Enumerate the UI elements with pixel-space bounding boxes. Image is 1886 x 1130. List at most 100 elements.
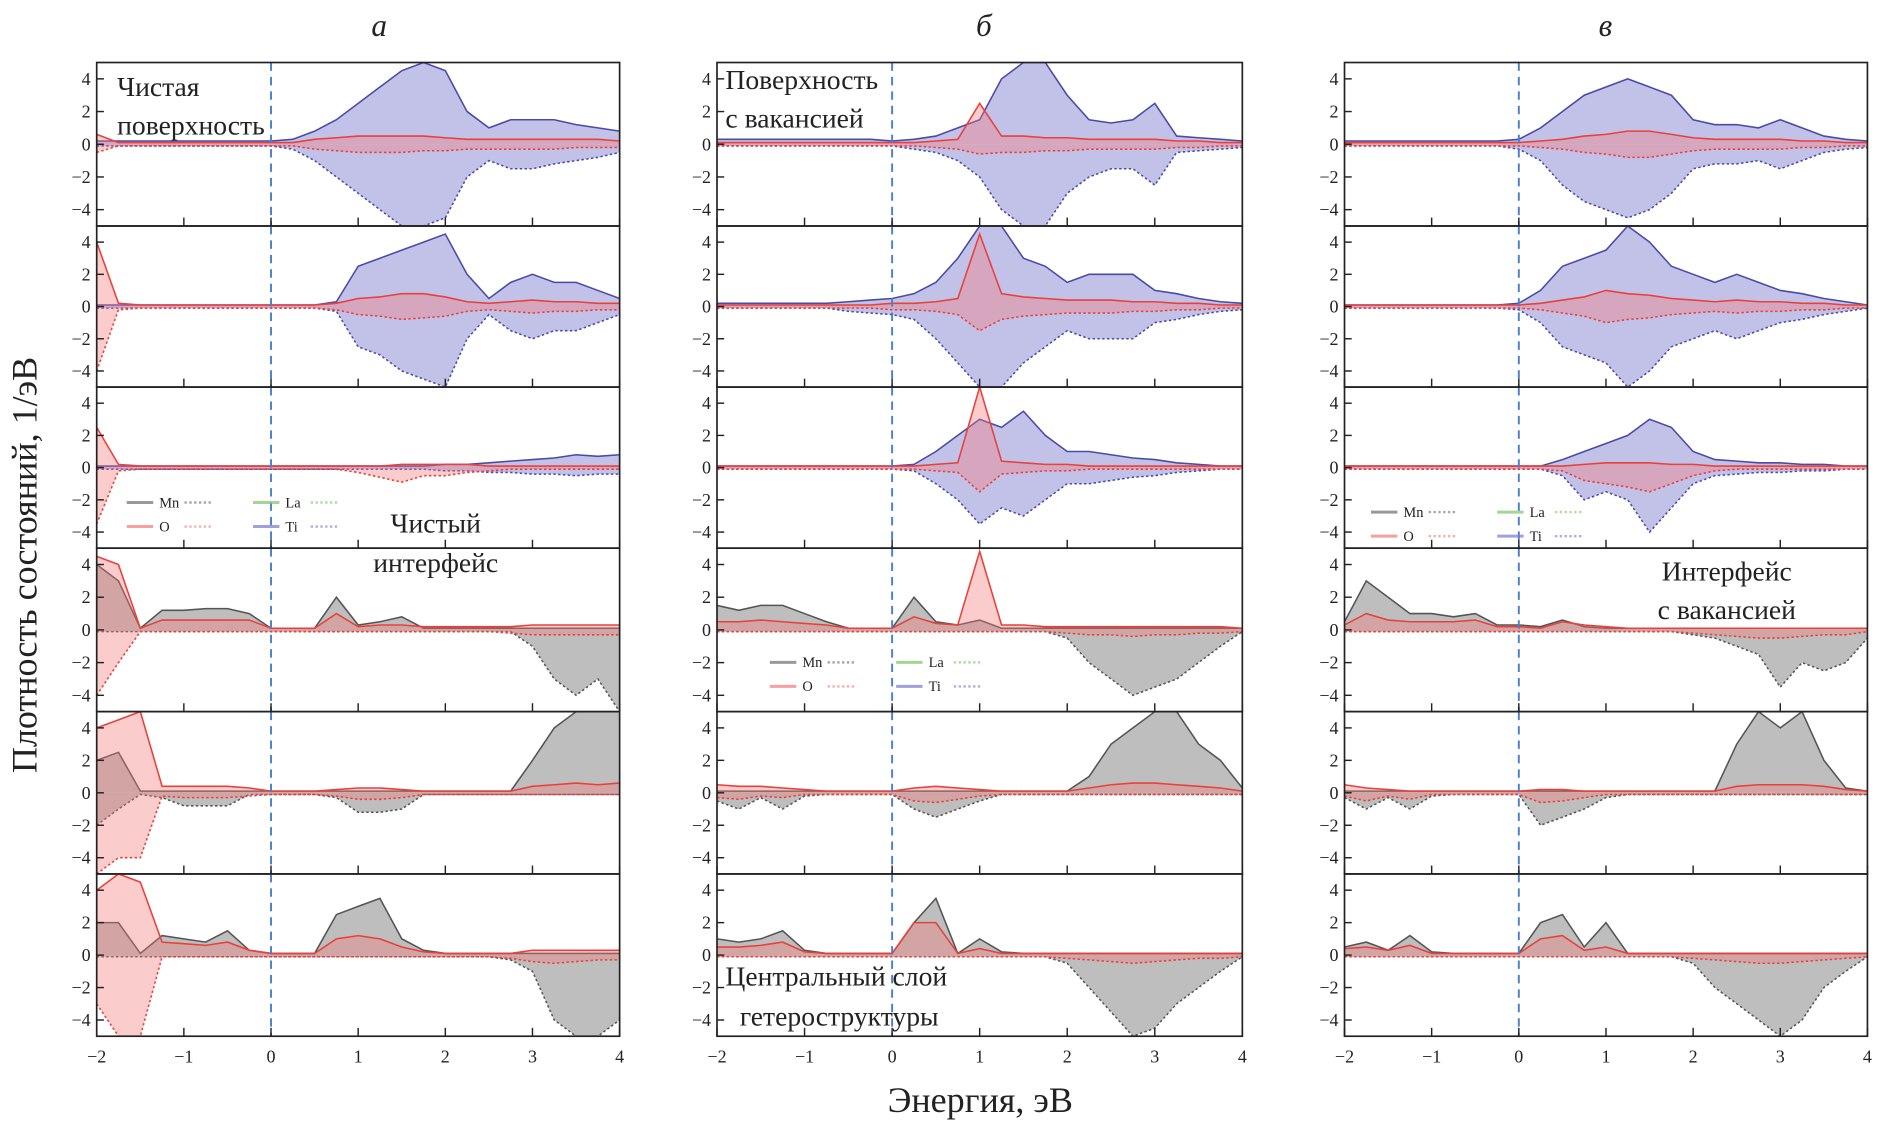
y-tick-label: −2 [692, 167, 711, 187]
y-tick-label: 2 [1329, 913, 1338, 933]
dos-area-O-down [717, 792, 1243, 803]
panel-data [96, 62, 620, 226]
y-tick-label: −4 [72, 685, 91, 705]
y-tick-label: 4 [1329, 393, 1338, 413]
dos-area-O-up [717, 387, 1243, 468]
x-axis-label: Энергия, эВ [888, 1080, 1073, 1120]
y-tick-label: −4 [1319, 200, 1338, 220]
y-tick-label: −2 [72, 815, 91, 835]
panel: 4 2 0 −2 −4 −2 −1 0 1 2 3 4 [692, 873, 1247, 1067]
x-tick-label: −1 [1422, 1047, 1441, 1067]
y-tick-label: 4 [702, 69, 711, 89]
y-tick-label: 2 [702, 425, 711, 445]
dos-area-Mn-up [96, 898, 620, 956]
dos-area-Ti-down [717, 467, 1243, 525]
panel-annotation: поверхность [117, 110, 265, 141]
panel: 4 2 0 −2 −4 [692, 225, 1244, 388]
panel-annotation: Интерфейс [1662, 556, 1792, 587]
dos-line-Mn-down [96, 793, 620, 826]
y-tick-label: −2 [1319, 653, 1338, 673]
y-tick-label: 2 [82, 913, 91, 933]
dos-area-Ti-down [717, 144, 1243, 226]
dos-area-O-up [1344, 290, 1868, 307]
y-tick-label: 4 [82, 718, 91, 738]
panel-data [717, 387, 1243, 526]
panel-annotation: интерфейс [373, 547, 498, 578]
legend: Mn La O Ti [126, 495, 338, 535]
panel: 4 2 0 −2 −4 [692, 386, 1244, 550]
dos-area-O-up [1344, 613, 1868, 630]
panel: 4 2 0 −2 −4 [72, 61, 621, 227]
panel: 4 2 0 −2 −4 [1319, 225, 1869, 388]
y-tick-label: 0 [1329, 945, 1338, 965]
panel-data [1344, 418, 1868, 534]
x-tick-label: 0 [267, 1047, 276, 1067]
y-tick-label: 4 [1329, 232, 1338, 252]
panel: 4 2 0 −2 −4 −2 −1 0 1 2 3 4 [1319, 873, 1872, 1067]
y-tick-label: 4 [702, 718, 711, 738]
panel-data [96, 426, 620, 525]
y-tick-label: 2 [702, 264, 711, 284]
dos-area-Mn-down [96, 955, 620, 1037]
y-tick-label: −2 [692, 329, 711, 349]
y-tick-label: 0 [702, 458, 711, 478]
dos-area-O-down [717, 306, 1243, 331]
dos-area-Ti-down [1344, 467, 1868, 533]
dos-area-O-up [96, 711, 620, 793]
column-б: б 4 2 0 −2 −4 4 2 0 −2 −4 4 2 0 −2 −4 4 2 0 −2 −4 4 2 0 −2 −4 4 2 0 −… [692, 8, 1247, 1067]
x-tick-label: 2 [1689, 1047, 1698, 1067]
dos-area-Mn-up [1344, 711, 1868, 793]
y-tick-label: −2 [1319, 490, 1338, 510]
y-tick-label: −4 [692, 685, 711, 705]
dos-line-O-down [717, 630, 1243, 638]
y-tick-label: 0 [82, 458, 91, 478]
dos-line-O-down [1344, 955, 1868, 965]
y-tick-label: −2 [692, 978, 711, 998]
dos-area-Ti-up [1344, 226, 1868, 307]
dos-line-Ti-up [717, 62, 1243, 142]
y-tick-label: 2 [82, 750, 91, 770]
panel-data [717, 548, 1243, 697]
dos-area-Mn-down [717, 629, 1243, 696]
y-tick-label: 4 [82, 69, 91, 89]
legend-label: Mn [159, 495, 179, 511]
panel-data [717, 711, 1243, 819]
y-tick-label: 4 [82, 393, 91, 413]
dos-line-Mn-down [1344, 793, 1868, 827]
dos-line-O-down [717, 793, 1243, 804]
legend: Mn La O Ti [769, 655, 981, 695]
panel: 4 2 0 −2 −4 [692, 61, 1244, 227]
y-tick-label: 2 [702, 102, 711, 122]
y-tick-label: 2 [82, 264, 91, 284]
dos-line-O-down [96, 955, 620, 1037]
dos-area-Mn-down [717, 955, 1243, 1037]
panel-data [1344, 579, 1868, 689]
dos-area-O-down [96, 792, 620, 874]
panel: 4 2 0 −2 −4 [72, 547, 621, 713]
panel: 4 2 0 −2 −4 [1319, 710, 1869, 875]
legend-label: O [159, 519, 169, 535]
y-tick-label: −2 [1319, 978, 1338, 998]
y-tick-label: 2 [702, 750, 711, 770]
legend-label: O [802, 679, 812, 695]
dos-area-Mn-down [96, 629, 620, 712]
legend-label: Ti [929, 679, 941, 695]
y-tick-label: −2 [1319, 167, 1338, 187]
y-tick-label: −4 [1319, 848, 1338, 868]
y-tick-label: 0 [1329, 458, 1338, 478]
dos-area-Ti-down [1344, 144, 1868, 218]
y-tick-label: −4 [692, 522, 711, 542]
dos-area-Mn-down [1344, 792, 1868, 826]
y-tick-label: 2 [82, 102, 91, 122]
y-tick-label: −2 [72, 167, 91, 187]
legend-label: Ti [285, 519, 297, 535]
column-label: б [976, 8, 993, 43]
column-label: а [371, 8, 387, 43]
y-tick-label: 4 [1329, 880, 1338, 900]
y-tick-label: 4 [1329, 555, 1338, 575]
dos-line-O-up [96, 555, 620, 630]
dos-area-O-down [1344, 467, 1868, 492]
panel: 4 2 0 −2 −4 [1319, 61, 1869, 227]
dos-line-O-up [1344, 289, 1868, 306]
panel-annotation: Чистый [390, 508, 481, 539]
